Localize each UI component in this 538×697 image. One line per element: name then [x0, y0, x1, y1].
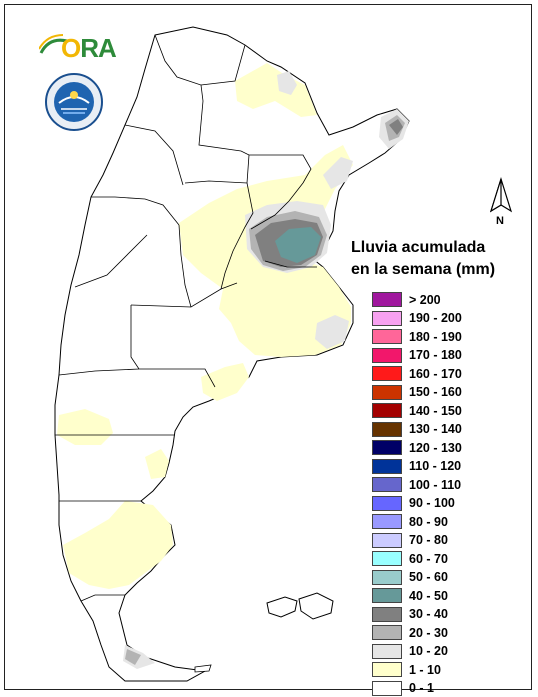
map-frame: ORA N Lluvia acumulada en la semana (mm)… [4, 4, 532, 696]
ora-logo-swoosh-icon [39, 34, 68, 54]
legend-item: 70 - 80 [372, 532, 448, 549]
legend-item: 30 - 40 [372, 606, 448, 623]
legend-label: 1 - 10 [409, 662, 441, 677]
legend-label: 130 - 140 [409, 422, 462, 436]
legend-label: 40 - 50 [409, 588, 448, 603]
legend-label: 80 - 90 [409, 514, 448, 529]
legend-swatch [372, 680, 402, 696]
legend-swatch [372, 606, 402, 622]
legend-item: 1 - 10 [372, 661, 441, 678]
legend-item: 150 - 160 [372, 384, 462, 401]
ora-logo-letter-o: O [61, 33, 81, 63]
legend-item: 10 - 20 [372, 643, 448, 660]
legend-swatch [372, 477, 402, 492]
malvinas-islands [266, 592, 334, 620]
legend-label: 30 - 40 [409, 607, 448, 621]
legend-label: 140 - 150 [409, 403, 462, 418]
legend-label: 60 - 70 [409, 551, 448, 566]
legend-label: 20 - 30 [409, 625, 448, 640]
north-arrow-icon: N [489, 177, 513, 227]
legend-item: 80 - 90 [372, 513, 448, 530]
legend-item: 170 - 180 [372, 347, 462, 364]
legend-label: > 200 [409, 292, 441, 307]
legend-label: 70 - 80 [409, 533, 448, 547]
legend-item: 190 - 200 [372, 310, 462, 327]
legend-item: 0 - 1 [372, 680, 434, 697]
legend-item: > 200 [372, 291, 441, 308]
province-boundaries [55, 34, 317, 602]
legend-label: 100 - 110 [409, 477, 462, 492]
legend-label: 190 - 200 [409, 311, 462, 325]
legend-label: 160 - 170 [409, 366, 462, 381]
ora-logo-letters-ra: RA [80, 33, 117, 63]
legend-item: 120 - 130 [372, 439, 462, 456]
legend-swatch [372, 625, 402, 640]
legend-item: 160 - 170 [372, 365, 462, 382]
tierra-del-fuego-islets [194, 664, 212, 673]
legend-label: 50 - 60 [409, 570, 448, 584]
legend-swatch [372, 532, 402, 548]
north-label: N [496, 215, 504, 227]
legend-swatch [372, 384, 402, 400]
legend-label: 10 - 20 [409, 644, 448, 658]
legend-item: 140 - 150 [372, 402, 462, 419]
legend-swatch [372, 440, 402, 455]
legend-swatch [372, 569, 402, 585]
legend-swatch [372, 310, 402, 326]
legend-item: 180 - 190 [372, 328, 462, 345]
legend-swatch [372, 662, 402, 677]
legend-swatch [372, 588, 402, 603]
legend-item: 20 - 30 [372, 624, 448, 641]
legend-swatch [372, 495, 402, 511]
legend-label: 110 - 120 [409, 459, 462, 473]
legend-title-line2: en la semana (mm) [351, 261, 496, 278]
legend-item: 110 - 120 [372, 458, 461, 475]
legend-swatch [372, 551, 402, 566]
legend-label: 180 - 190 [409, 329, 462, 344]
legend-swatch [372, 458, 402, 474]
legend-label: 170 - 180 [409, 348, 462, 362]
legend-swatch [372, 366, 402, 381]
legend-item: 130 - 140 [372, 421, 462, 438]
smn-seal-icon [45, 73, 103, 131]
legend-swatch [372, 643, 402, 659]
ora-logo: ORA [61, 33, 117, 64]
legend-label: 0 - 1 [409, 681, 435, 695]
legend-label: 120 - 130 [409, 440, 462, 455]
legend-item: 90 - 100 [372, 495, 455, 512]
legend-item: 50 - 60 [372, 569, 448, 586]
rain-40-50-areas [275, 227, 321, 263]
legend-swatch [372, 292, 402, 307]
legend-swatch [372, 514, 402, 529]
legend-swatch [372, 421, 402, 437]
legend-swatch [372, 329, 402, 344]
legend-title-line1: Lluvia acumulada [351, 239, 486, 256]
rainfall-map [54, 26, 410, 682]
legend-item: 60 - 70 [372, 550, 448, 567]
legend-swatch [372, 403, 402, 418]
legend-label: 90 - 100 [409, 496, 455, 510]
legend-swatch [372, 347, 402, 363]
legend-label: 150 - 160 [409, 385, 462, 399]
legend-item: 40 - 50 [372, 587, 448, 604]
legend-item: 100 - 110 [372, 476, 461, 493]
